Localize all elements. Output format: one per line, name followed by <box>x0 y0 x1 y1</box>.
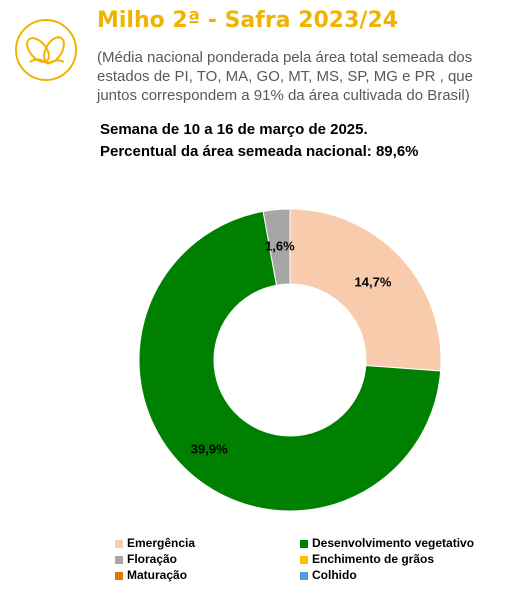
legend-swatch <box>115 556 123 564</box>
legend-swatch <box>115 540 123 548</box>
donut-slice <box>289 208 442 372</box>
note: Semana de 10 a 16 de março de 2025. <box>100 121 368 138</box>
legend-label: Colhido <box>312 568 357 582</box>
legend-swatch <box>300 572 308 580</box>
legend-swatch <box>300 540 308 548</box>
legend-label: Enchimento de grãos <box>312 552 434 566</box>
legend-swatch <box>300 556 308 564</box>
note: Percentual da área semeada nacional: 89,… <box>100 143 419 160</box>
legend-label: Floração <box>127 552 177 566</box>
legend-label: Maturação <box>127 568 187 582</box>
legend-label: Desenvolvimento vegetativo <box>312 536 474 550</box>
donut-slice <box>138 210 442 512</box>
data-label: 1,6% <box>265 239 295 254</box>
data-label: 14,7% <box>355 274 392 289</box>
corn-icon <box>15 19 77 81</box>
data-label: 39,9% <box>191 441 228 456</box>
donut-slice <box>262 208 291 286</box>
legend-label: Emergência <box>127 536 195 550</box>
legend-swatch <box>115 572 123 580</box>
chart-title: Milho 2ª - Safra 2023/24 <box>97 8 399 33</box>
chart-subtitle: (Média nacional ponderada pela área tota… <box>97 49 473 104</box>
